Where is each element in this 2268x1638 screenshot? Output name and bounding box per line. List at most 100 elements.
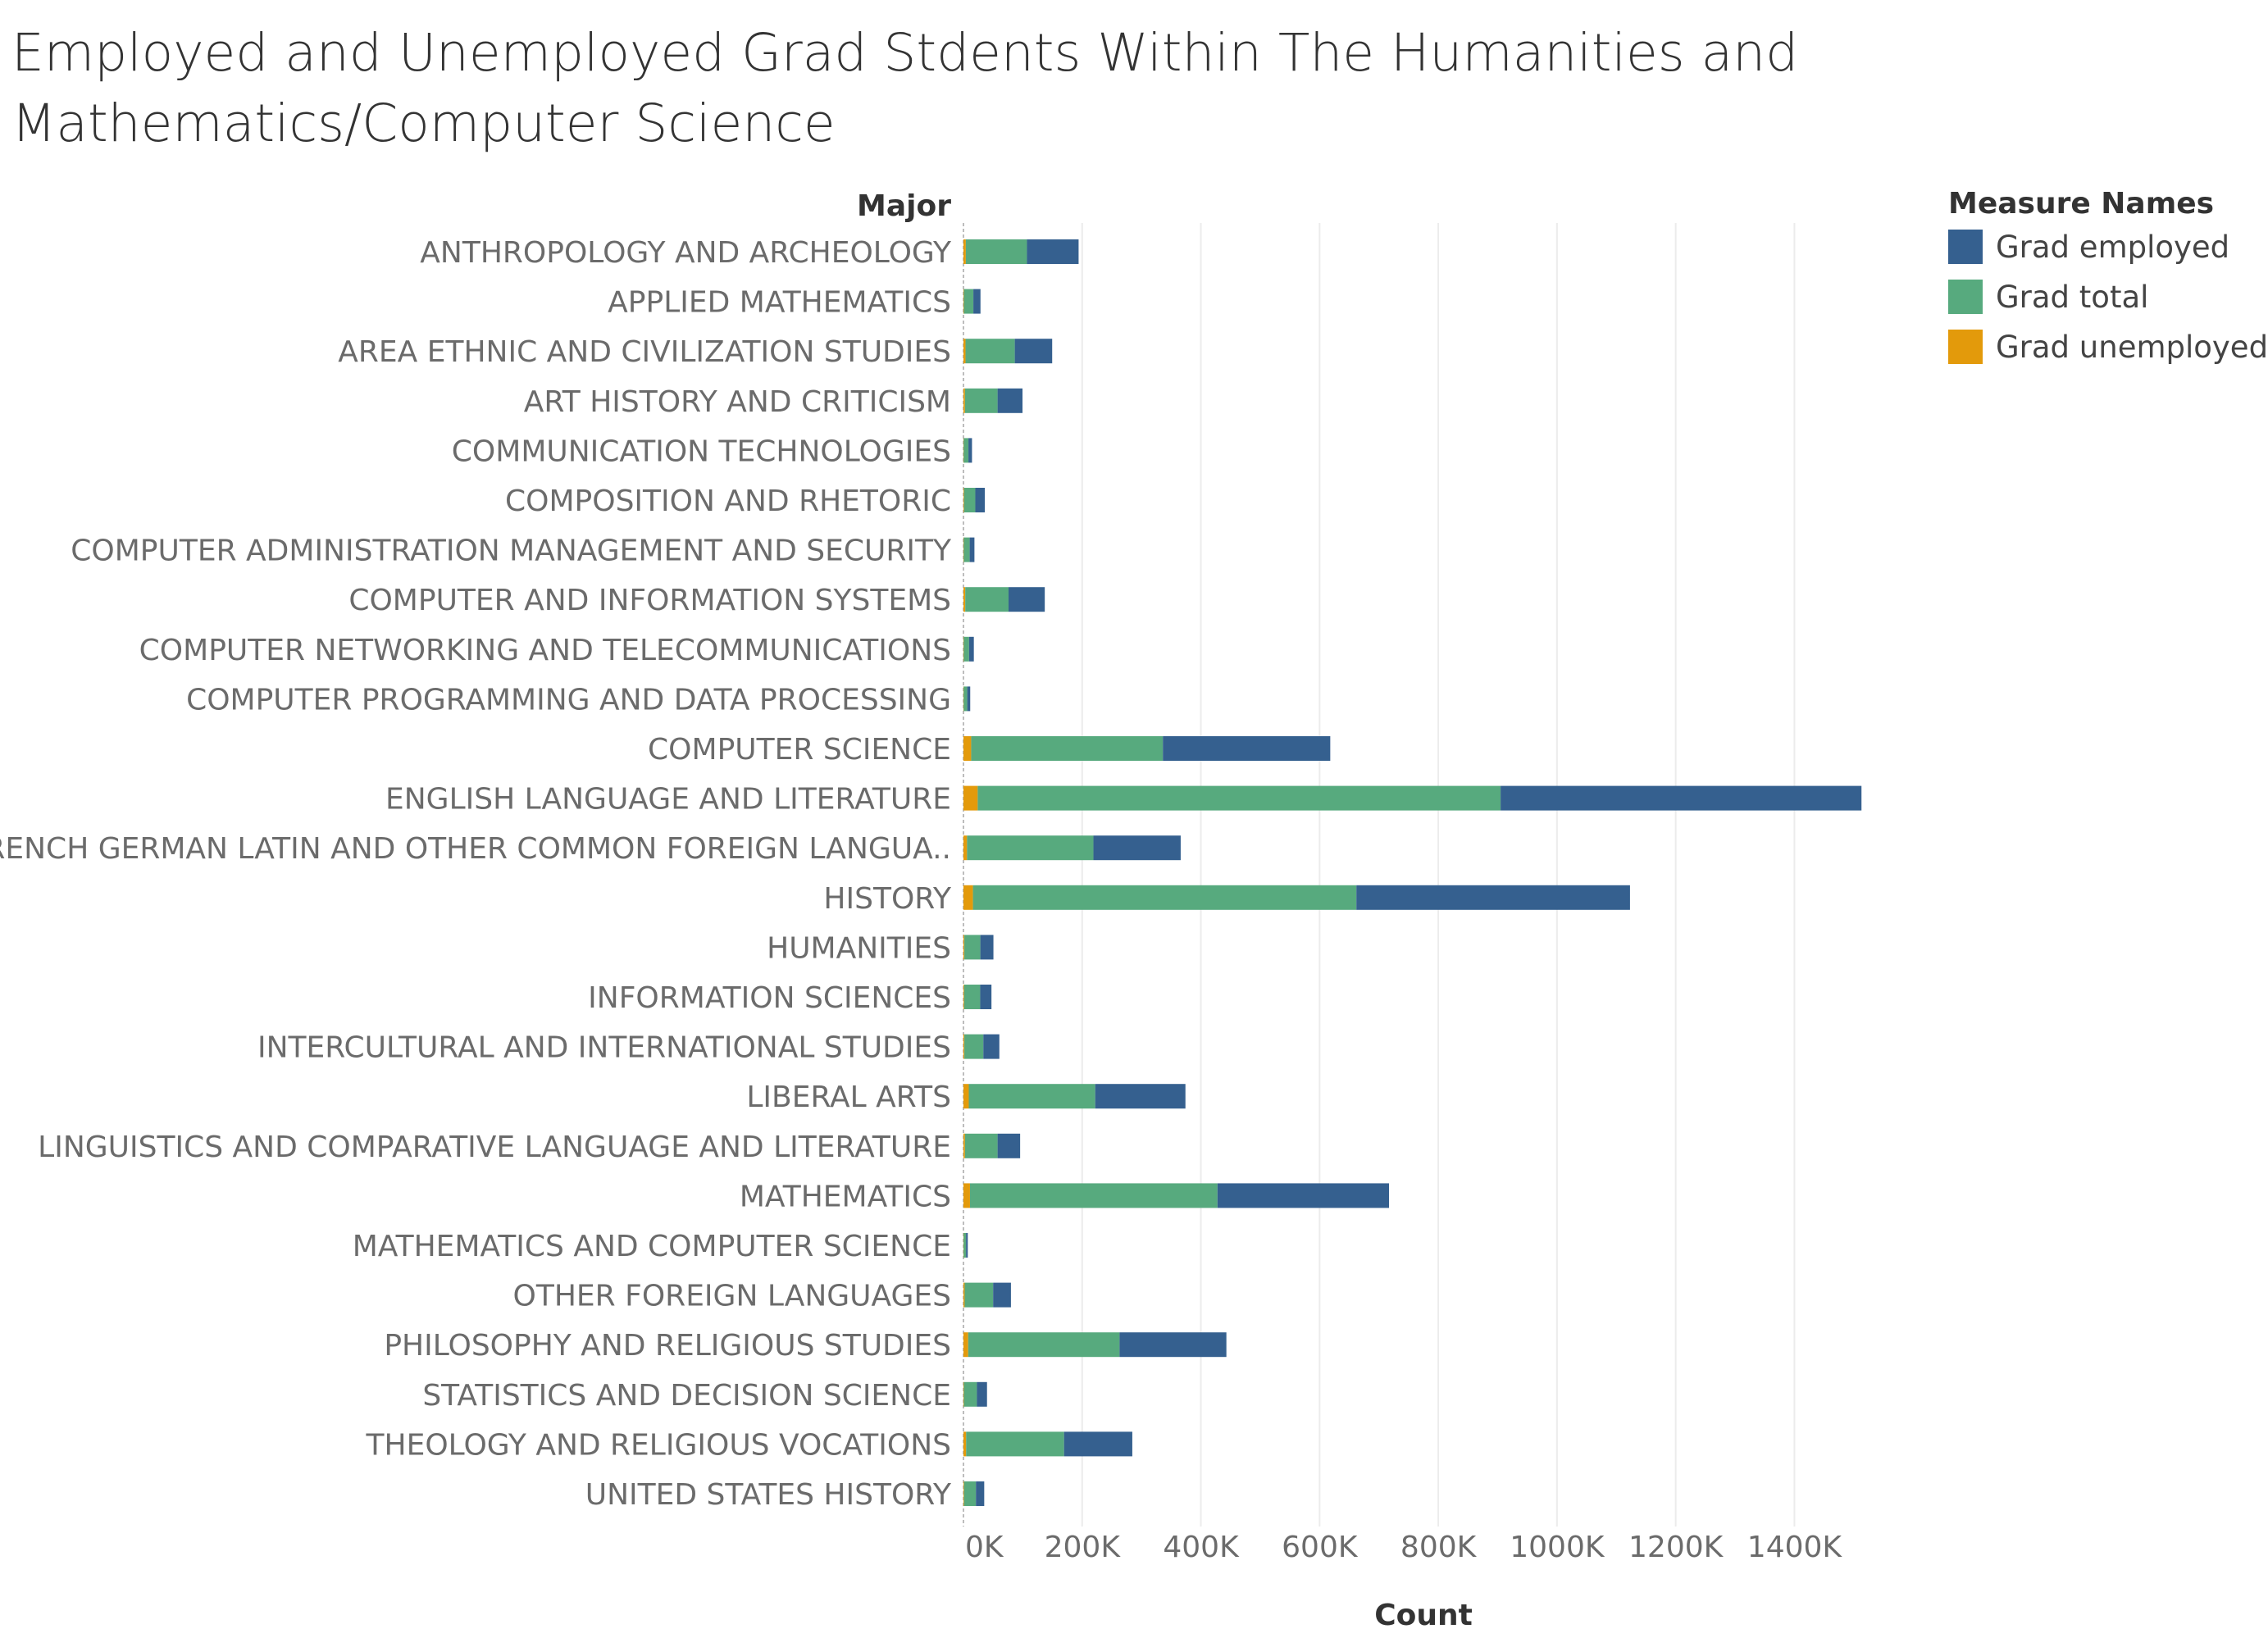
bar-grad-total-information-sciences [963, 985, 981, 1009]
bar-grad-employed-french-german-latin-and-other-common-foreign-langua [1093, 835, 1181, 861]
bar-grad-unemployed-philosophy-and-religious-studies [963, 1332, 968, 1358]
x-tick-label: 1200K [1628, 1531, 1724, 1564]
bar-grad-total-computer-programming-and-data-processing [963, 686, 968, 712]
bar-grad-total-linguistics-and-comparative-language-and-literature [964, 1133, 998, 1158]
bar-grad-total-communication-technologies [963, 438, 969, 463]
bar-grad-unemployed-history [963, 885, 973, 910]
bar-grad-employed-history [1356, 885, 1630, 910]
bar-grad-employed-anthropology-and-archeology [1027, 239, 1079, 264]
bar-grad-unemployed-intercultural-and-international-studies [963, 1034, 965, 1059]
legend-title: Measure Names [1948, 187, 2214, 221]
bar-grad-employed-intercultural-and-international-studies [983, 1034, 1000, 1059]
bar-grad-employed-linguistics-and-comparative-language-and-literature [997, 1133, 1021, 1158]
bar-grad-employed-computer-programming-and-data-processing [967, 686, 971, 712]
bar-grad-unemployed-statistics-and-decision-science [963, 1381, 964, 1407]
bar-grad-total-humanities [964, 935, 981, 960]
bar-grad-total-area-ethnic-and-civilization-studies [965, 339, 1015, 364]
bar-grad-employed-computer-administration-management-and-security [969, 537, 975, 562]
category-label-linguistics-and-comparative-language-and-literature: LINGUISTICS AND COMPARATIVE LANGUAGE AND… [38, 1131, 951, 1164]
bar-grad-unemployed-computer-and-information-systems [963, 587, 966, 612]
x-tick-label: 1000K [1510, 1531, 1605, 1564]
bar-grad-total-anthropology-and-archeology [965, 239, 1027, 264]
category-label-theology-and-religious-vocations: THEOLOGY AND RELIGIOUS VOCATIONS [366, 1428, 951, 1462]
x-axis-label: Count [1374, 1599, 1473, 1632]
bar-grad-employed-united-states-history [976, 1481, 985, 1506]
bar-grad-total-theology-and-religious-vocations [966, 1431, 1064, 1457]
bar-grad-total-statistics-and-decision-science [963, 1381, 977, 1407]
category-label-composition-and-rhetoric: COMPOSITION AND RHETORIC [505, 485, 951, 518]
bar-grad-unemployed-applied-mathematics [963, 289, 964, 314]
bar-grad-unemployed-linguistics-and-comparative-language-and-literature [963, 1133, 965, 1158]
category-label-computer-administration-management-and-security: COMPUTER ADMINISTRATION MANAGEMENT AND S… [71, 535, 952, 568]
bar-grad-total-mathematics-and-computer-science [963, 1233, 967, 1258]
category-label-communication-technologies: COMMUNICATION TECHNOLOGIES [452, 435, 951, 468]
category-label-computer-and-information-systems: COMPUTER AND INFORMATION SYSTEMS [348, 584, 951, 617]
bar-grad-unemployed-liberal-arts [963, 1084, 969, 1109]
x-tick-label: 0K [965, 1531, 1004, 1564]
bar-grad-unemployed-mathematics [963, 1183, 970, 1208]
category-label-united-states-history: UNITED STATES HISTORY [585, 1478, 952, 1512]
legend-label-grad-total: Grad total [1996, 280, 2148, 315]
bar-grad-unemployed-theology-and-religious-vocations [963, 1431, 967, 1457]
x-axis-ticks: 0K 200K 400K 600K 800K 1000K 1200K 1400K [965, 1531, 1842, 1564]
chart-title: Employed and Unemployed Grad Stdents Wit… [11, 18, 1815, 159]
bar-grad-unemployed-art-history-and-criticism [963, 388, 965, 413]
category-label-mathematics-and-computer-science: MATHEMATICS AND COMPUTER SCIENCE [353, 1230, 951, 1263]
bar-grad-total-applied-mathematics [963, 289, 974, 314]
bar-grad-employed-english-language-and-literature [1501, 785, 1862, 811]
category-label-intercultural-and-international-studies: INTERCULTURAL AND INTERNATIONAL STUDIES [257, 1031, 951, 1065]
bar-grad-employed-communication-technologies [968, 438, 972, 463]
bar-grad-employed-area-ethnic-and-civilization-studies [1014, 339, 1053, 364]
bar-grad-employed-statistics-and-decision-science [977, 1381, 987, 1407]
bar-grad-employed-art-history-and-criticism [997, 388, 1023, 413]
legend-swatch-grad-total [1948, 280, 1983, 314]
bar-grad-unemployed-computer-science [963, 736, 972, 761]
bar-grad-employed-humanities [980, 935, 994, 960]
bar-grad-total-intercultural-and-international-studies [964, 1034, 984, 1059]
bar-grad-employed-information-sciences [980, 985, 992, 1009]
category-label-anthropology-and-archeology: ANTHROPOLOGY AND ARCHEOLOGY [420, 236, 952, 270]
bar-grad-employed-liberal-arts [1095, 1084, 1186, 1109]
bar-grad-employed-philosophy-and-religious-studies [1119, 1332, 1227, 1358]
bar-grad-total-mathematics [969, 1183, 1218, 1208]
bar-grad-employed-theology-and-religious-vocations [1063, 1431, 1132, 1457]
bar-grad-total-computer-administration-management-and-security [963, 537, 970, 562]
category-label-art-history-and-criticism: ART HISTORY AND CRITICISM [524, 385, 951, 419]
category-label-philosophy-and-religious-studies: PHILOSOPHY AND RELIGIOUS STUDIES [384, 1329, 951, 1363]
bar-grad-total-composition-and-rhetoric [963, 488, 976, 512]
category-label-computer-networking-and-telecommunications: COMPUTER NETWORKING AND TELECOMMUNICATIO… [139, 634, 951, 667]
category-label-area-ethnic-and-civilization-studies: AREA ETHNIC AND CIVILIZATION STUDIES [338, 335, 951, 369]
bar-grad-unemployed-humanities [963, 935, 965, 960]
bar-grad-total-art-history-and-criticism [964, 388, 998, 413]
bar-grad-total-other-foreign-languages [964, 1282, 994, 1308]
bar-grad-unemployed-anthropology-and-archeology [963, 239, 966, 264]
legend-swatch-grad-employed [1948, 230, 1983, 264]
category-label-english-language-and-literature: ENGLISH LANGUAGE AND LITERATURE [385, 783, 951, 817]
bar-grad-unemployed-information-sciences [963, 985, 964, 1009]
x-tick-label: 600K [1282, 1531, 1359, 1564]
bar-grad-total-computer-and-information-systems [965, 587, 1009, 612]
legend: Measure Names Grad employed Grad total Gra… [1948, 187, 2268, 365]
bar-grad-total-english-language-and-literature [977, 785, 1501, 811]
x-tick-label: 1400K [1747, 1531, 1843, 1564]
bar-grad-employed-other-foreign-languages [993, 1282, 1011, 1308]
bar-grad-employed-composition-and-rhetoric [975, 488, 986, 512]
category-label-french-german-latin-and-other-common-foreign-langua: FRENCH GERMAN LATIN AND OTHER COMMON FOR… [0, 832, 951, 866]
bar-grad-unemployed-other-foreign-languages [963, 1282, 965, 1308]
bar-grad-unemployed-french-german-latin-and-other-common-foreign-langua [963, 835, 968, 861]
bar-grad-total-computer-science [971, 736, 1164, 761]
bar-grad-total-united-states-history [963, 1481, 977, 1506]
bar-grad-total-philosophy-and-religious-studies [968, 1332, 1120, 1358]
category-label-computer-programming-and-data-processing: COMPUTER PROGRAMMING AND DATA PROCESSING [186, 683, 951, 717]
legend-label-grad-employed: Grad employed [1996, 230, 2229, 265]
category-label-computer-science: COMPUTER SCIENCE [648, 733, 951, 767]
category-label-applied-mathematics: APPLIED MATHEMATICS [608, 286, 951, 320]
category-label-humanities: HUMANITIES [767, 931, 951, 965]
bar-grad-employed-computer-and-information-systems [1009, 587, 1045, 612]
bar-grad-total-french-german-latin-and-other-common-foreign-langua [967, 835, 1094, 861]
legend-swatch-grad-unemployed [1948, 330, 1983, 364]
bar-grad-unemployed-area-ethnic-and-civilization-studies [963, 339, 966, 364]
gridlines [963, 223, 1796, 1527]
x-tick-label: 200K [1045, 1531, 1122, 1564]
legend-label-grad-unemployed: Grad unemployed [1996, 330, 2268, 365]
